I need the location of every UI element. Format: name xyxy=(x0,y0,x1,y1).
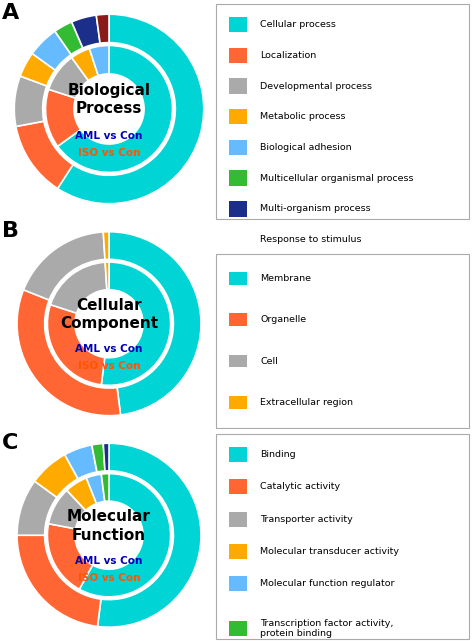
Wedge shape xyxy=(17,290,120,415)
Wedge shape xyxy=(14,76,47,126)
Wedge shape xyxy=(55,22,83,54)
Bar xyxy=(229,447,247,462)
Bar xyxy=(229,355,247,367)
Wedge shape xyxy=(101,474,109,501)
Wedge shape xyxy=(48,490,86,529)
Text: Biological
Process: Biological Process xyxy=(67,83,151,116)
Text: Extracellular region: Extracellular region xyxy=(260,398,353,407)
Text: Molecular
Function: Molecular Function xyxy=(67,509,151,543)
Wedge shape xyxy=(65,445,97,479)
Wedge shape xyxy=(17,535,101,626)
Wedge shape xyxy=(57,14,204,204)
FancyBboxPatch shape xyxy=(216,4,469,219)
FancyBboxPatch shape xyxy=(216,434,469,639)
Bar xyxy=(229,171,247,186)
Bar xyxy=(229,544,247,559)
Wedge shape xyxy=(49,58,89,98)
Wedge shape xyxy=(92,444,105,472)
Wedge shape xyxy=(86,474,105,504)
Bar xyxy=(229,140,247,155)
Bar xyxy=(229,512,247,526)
Bar xyxy=(229,201,247,217)
Wedge shape xyxy=(46,89,81,146)
Wedge shape xyxy=(98,444,201,627)
Bar xyxy=(229,396,247,409)
Wedge shape xyxy=(72,15,100,48)
Text: ISO vs Con: ISO vs Con xyxy=(78,361,140,371)
Text: AML vs Con: AML vs Con xyxy=(75,131,143,140)
Text: Binding: Binding xyxy=(260,450,296,459)
Text: Response to stimulus: Response to stimulus xyxy=(260,235,362,244)
Wedge shape xyxy=(50,262,107,313)
Text: Transporter activity: Transporter activity xyxy=(260,515,353,524)
Bar xyxy=(229,621,247,636)
Bar xyxy=(229,17,247,33)
Wedge shape xyxy=(109,232,201,415)
Wedge shape xyxy=(32,31,71,70)
Text: Molecular function regulator: Molecular function regulator xyxy=(260,579,395,588)
Text: Multi-organism process: Multi-organism process xyxy=(260,204,371,213)
Wedge shape xyxy=(103,444,109,471)
Wedge shape xyxy=(17,481,57,535)
Wedge shape xyxy=(103,232,109,260)
Wedge shape xyxy=(96,14,109,43)
Text: Developmental process: Developmental process xyxy=(260,81,372,90)
Text: AML vs Con: AML vs Con xyxy=(75,556,143,566)
Text: ISO vs Con: ISO vs Con xyxy=(78,147,140,158)
Text: Biological adhesion: Biological adhesion xyxy=(260,143,352,152)
Text: Cell: Cell xyxy=(260,356,278,365)
Wedge shape xyxy=(16,121,73,188)
Text: Localization: Localization xyxy=(260,51,317,60)
Text: AML vs Con: AML vs Con xyxy=(75,344,143,354)
Text: Metabolic process: Metabolic process xyxy=(260,112,346,121)
Wedge shape xyxy=(20,54,55,86)
Bar xyxy=(229,47,247,63)
Wedge shape xyxy=(47,524,92,589)
Text: Membrane: Membrane xyxy=(260,274,311,283)
Wedge shape xyxy=(58,46,173,172)
Bar xyxy=(229,479,247,494)
Text: B: B xyxy=(2,221,19,241)
Text: Cellular process: Cellular process xyxy=(260,21,336,29)
Text: Molecular transducer activity: Molecular transducer activity xyxy=(260,547,399,556)
Wedge shape xyxy=(101,262,171,385)
Wedge shape xyxy=(35,454,78,497)
Wedge shape xyxy=(72,49,98,81)
Wedge shape xyxy=(67,478,97,510)
Wedge shape xyxy=(90,46,109,76)
Text: Organelle: Organelle xyxy=(260,315,306,324)
Bar xyxy=(229,109,247,124)
Bar xyxy=(229,272,247,285)
Wedge shape xyxy=(47,304,105,385)
Text: A: A xyxy=(2,3,19,23)
Text: Transcription factor activity,
protein binding: Transcription factor activity, protein b… xyxy=(260,619,393,638)
Text: ISO vs Con: ISO vs Con xyxy=(78,572,140,583)
Bar xyxy=(229,313,247,326)
Wedge shape xyxy=(24,232,105,300)
Text: Multicellular organismal process: Multicellular organismal process xyxy=(260,174,414,183)
Text: C: C xyxy=(2,433,19,453)
Wedge shape xyxy=(105,262,109,290)
Wedge shape xyxy=(79,474,171,597)
Text: Catalytic activity: Catalytic activity xyxy=(260,482,340,492)
FancyBboxPatch shape xyxy=(216,254,469,428)
Bar xyxy=(229,232,247,247)
Bar xyxy=(229,78,247,94)
Text: Cellular
Component: Cellular Component xyxy=(60,297,158,331)
Bar xyxy=(229,576,247,591)
